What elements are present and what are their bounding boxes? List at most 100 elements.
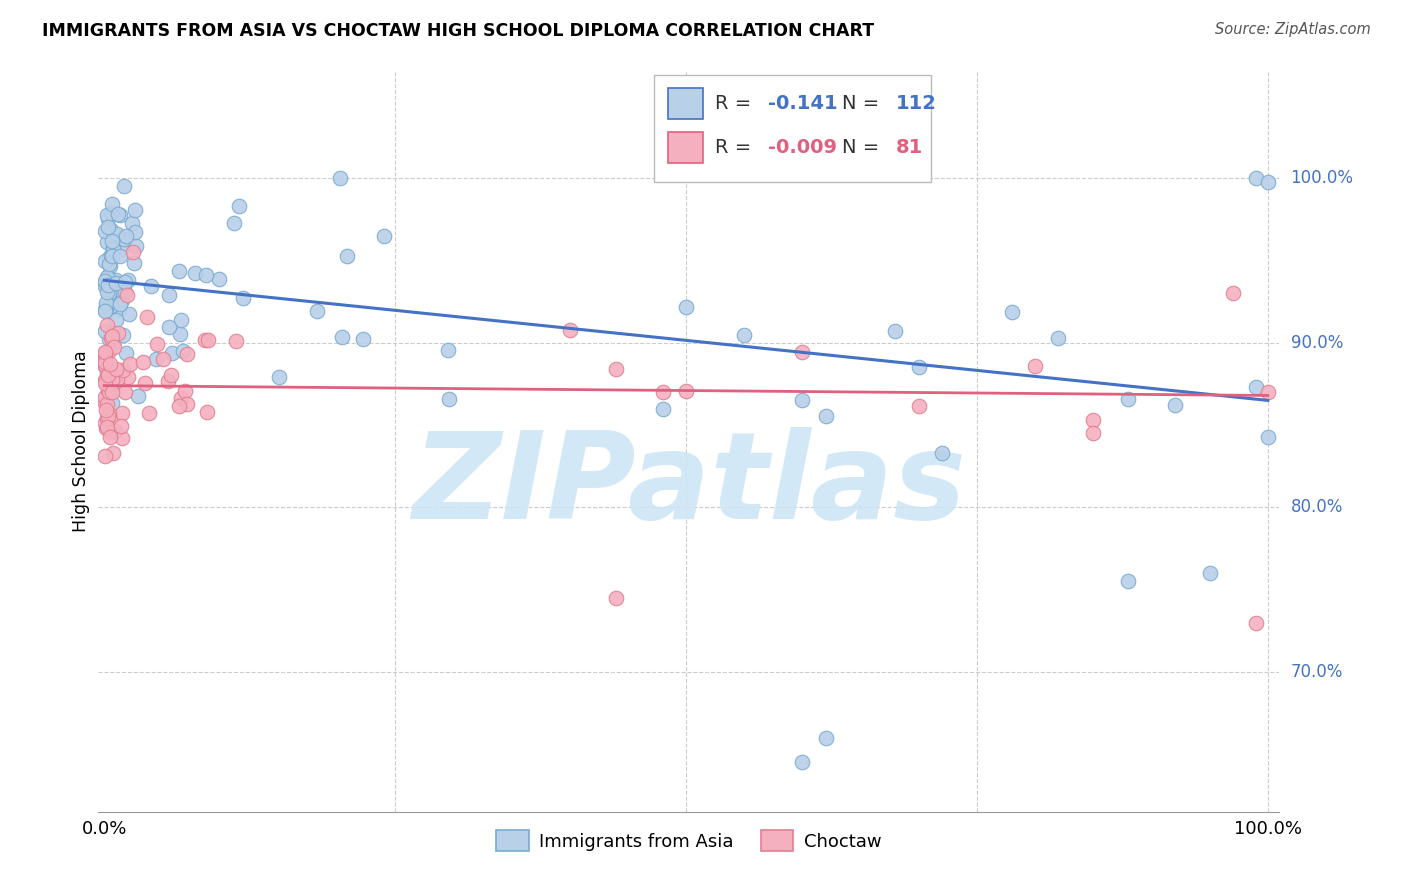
Point [103, 336, 125, 351]
Point [94, 276, 117, 290]
Point [108, 282, 131, 296]
Point [884, 324, 907, 338]
Point [96, 285, 118, 300]
Point [195, 405, 218, 419]
Point [98, 301, 121, 316]
Point [96, 367, 118, 381]
Point [94, 279, 117, 293]
Point [101, 234, 124, 248]
Point [100, 206, 122, 220]
Point [605, 591, 627, 605]
Text: R =: R = [714, 94, 758, 112]
Point [136, 310, 159, 325]
Point [100, 331, 122, 345]
Point [1164, 397, 1187, 411]
Point [1083, 413, 1105, 427]
Point [157, 287, 180, 301]
Point [1222, 286, 1244, 301]
Point [94, 449, 117, 463]
Y-axis label: High School Diploma: High School Diploma [72, 351, 90, 533]
Point [101, 329, 124, 343]
Point [1244, 615, 1267, 630]
Point [1083, 426, 1105, 441]
Point [96, 397, 118, 411]
Point [111, 327, 134, 342]
Point [97, 385, 120, 400]
Point [651, 385, 673, 400]
Point [114, 385, 136, 400]
Point [94, 324, 117, 338]
Text: 80.0%: 80.0% [1291, 499, 1343, 516]
Point [111, 284, 134, 298]
Point [96, 300, 118, 314]
Point [183, 266, 205, 280]
Point [101, 197, 124, 211]
Point [104, 369, 127, 384]
Point [105, 227, 128, 241]
Point [94, 358, 117, 372]
Point [110, 419, 132, 434]
Point [104, 375, 127, 389]
Point [160, 346, 183, 360]
Point [1257, 385, 1279, 400]
Point [138, 406, 160, 420]
Point [94, 396, 117, 410]
Point [145, 352, 167, 367]
Point [101, 241, 124, 255]
Point [105, 276, 128, 290]
Point [160, 368, 183, 383]
Point [98, 430, 121, 444]
Point [111, 293, 134, 308]
Point [170, 313, 193, 327]
Point [97, 219, 120, 234]
Text: R =: R = [714, 138, 758, 157]
Point [103, 340, 125, 354]
Point [330, 330, 353, 344]
Point [96, 208, 118, 222]
Point [94, 296, 117, 310]
Point [124, 225, 146, 239]
Point [224, 216, 246, 230]
Point [97, 368, 120, 382]
Point [792, 393, 814, 408]
Point [733, 327, 755, 342]
Point [108, 302, 131, 317]
Point [792, 756, 814, 770]
Text: ZIPatlas: ZIPatlas [412, 427, 966, 544]
FancyBboxPatch shape [668, 87, 703, 119]
Point [97, 212, 120, 227]
Point [157, 374, 180, 388]
Point [114, 275, 136, 289]
Point [225, 334, 247, 348]
Point [194, 333, 217, 347]
Point [931, 446, 953, 460]
Point [96, 419, 118, 434]
Point [111, 431, 134, 445]
Point [111, 362, 134, 376]
Point [1257, 429, 1279, 443]
Point [97, 268, 120, 283]
Point [134, 376, 156, 390]
Point [103, 281, 125, 295]
Point [1116, 574, 1139, 589]
Point [110, 242, 132, 256]
Point [167, 263, 190, 277]
Text: 90.0%: 90.0% [1291, 334, 1343, 351]
Point [94, 253, 117, 268]
Point [94, 344, 117, 359]
Point [232, 291, 254, 305]
Point [1047, 331, 1070, 345]
Point [1001, 305, 1024, 319]
Point [94, 359, 117, 374]
Point [197, 333, 219, 347]
Point [94, 303, 117, 318]
Point [124, 203, 146, 218]
Point [157, 320, 180, 334]
Point [97, 409, 120, 423]
Point [651, 401, 673, 416]
Point [167, 400, 190, 414]
Point [94, 390, 117, 404]
Point [112, 232, 135, 246]
Point [94, 373, 117, 387]
Point [172, 344, 194, 359]
